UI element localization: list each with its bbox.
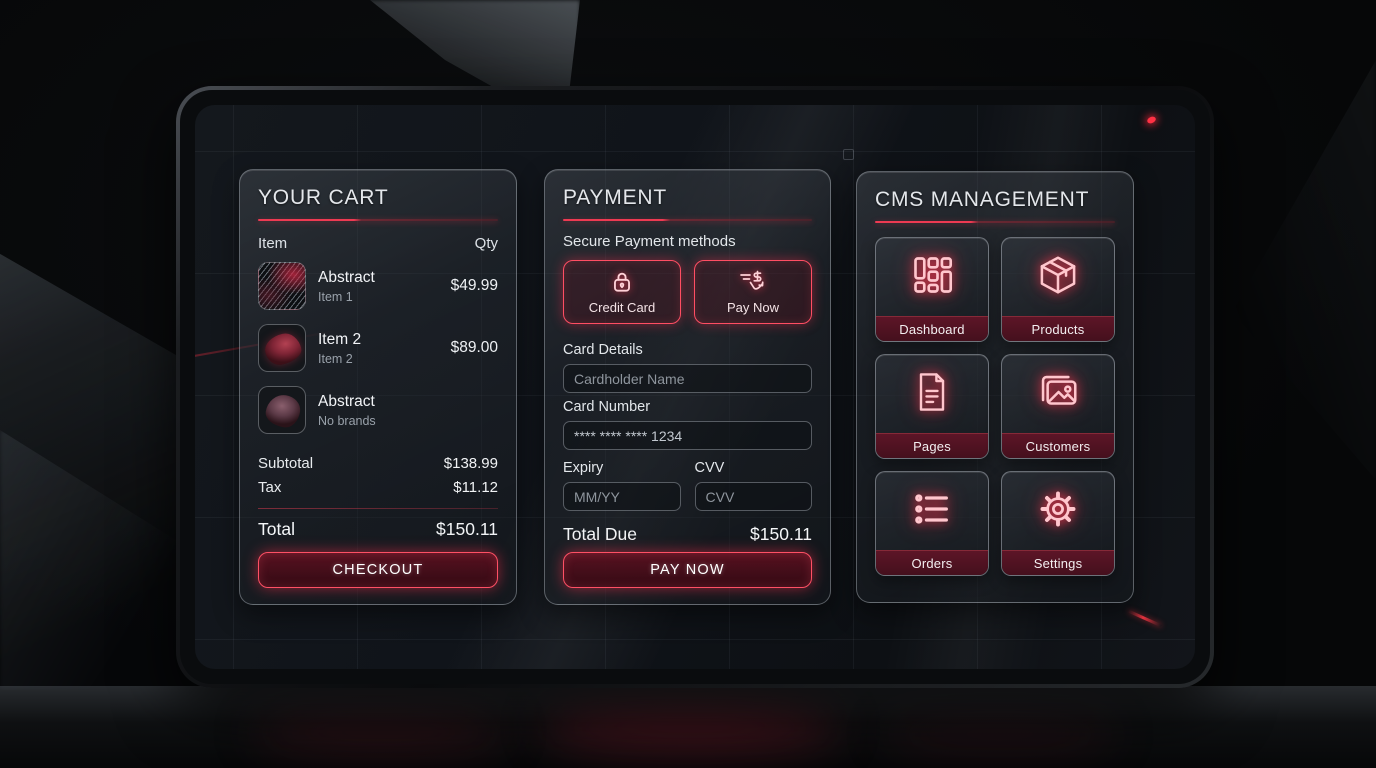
red-reflection-glow [250, 712, 510, 752]
tile-label: Orders [876, 550, 988, 575]
tax-row: Tax $11.12 [258, 479, 498, 496]
item-name: Item 2 [318, 330, 362, 348]
title-underline [258, 219, 498, 221]
total-value: $150.11 [436, 519, 498, 539]
tablet-device: YOUR CART Item Qty Abstract Item 1 $49.9… [176, 86, 1214, 688]
cart-title: YOUR CART [258, 186, 389, 209]
subtotal-value: $138.99 [443, 455, 498, 472]
tile-pages[interactable]: Pages [875, 354, 989, 459]
tile-products[interactable]: Products [1001, 237, 1115, 342]
orders-list-icon [910, 487, 954, 536]
background-shape-right-wedge [1232, 60, 1376, 480]
customers-photos-icon [1035, 369, 1081, 420]
cart-col-qty: Qty [474, 235, 498, 252]
cart-col-item: Item [258, 235, 288, 252]
item-subtitle: Item 2 [318, 351, 353, 366]
tile-orders[interactable]: Orders [875, 471, 989, 576]
expiry-label: Expiry [563, 460, 604, 476]
total-due-value: $150.11 [750, 524, 812, 544]
title-underline [563, 219, 812, 221]
cart-item-row: Abstract No brands [258, 386, 498, 434]
title-underline [875, 221, 1115, 223]
item-subtitle: Item 1 [318, 289, 353, 304]
lock-icon [609, 269, 635, 295]
pay-now-method-button[interactable]: Pay Now [694, 260, 812, 324]
tile-dashboard[interactable]: Dashboard [875, 237, 989, 342]
settings-gear-icon [1035, 486, 1081, 537]
checkout-button[interactable]: CHECKOUT [258, 552, 498, 588]
payment-methods: Credit Card [563, 260, 812, 324]
cms-tile-grid: Dashboard [875, 237, 1115, 576]
tile-label: Settings [1002, 550, 1114, 575]
tile-settings[interactable]: Settings [1001, 471, 1115, 576]
cvv-input[interactable] [694, 482, 812, 511]
product-thumbnail [258, 324, 306, 372]
cart-panel: YOUR CART Item Qty Abstract Item 1 $49.9… [239, 169, 517, 605]
tile-customers[interactable]: Customers [1001, 354, 1115, 459]
subtotal-row: Subtotal $138.99 [258, 455, 498, 472]
total-label: Total [258, 519, 295, 539]
tax-value: $11.12 [453, 479, 498, 496]
tax-label: Tax [258, 479, 282, 496]
tile-label: Pages [876, 433, 988, 458]
method-label: Pay Now [726, 300, 780, 315]
tile-label: Customers [1002, 433, 1114, 458]
subtotal-label: Subtotal [258, 455, 314, 472]
cms-panel: CMS MANAGEMENT [856, 171, 1134, 603]
tile-label: Products [1002, 316, 1114, 341]
product-thumbnail [258, 386, 306, 434]
dashboard-icon [910, 253, 954, 302]
item-name: Abstract [318, 392, 375, 410]
tablet-screen: YOUR CART Item Qty Abstract Item 1 $49.9… [195, 105, 1195, 669]
total-row: Total $150.11 [258, 519, 498, 540]
square-glyph [843, 149, 854, 160]
card-number-label: Card Number [563, 399, 651, 415]
card-number-input[interactable] [563, 421, 812, 450]
total-due-label: Total Due [563, 524, 637, 544]
tablet-bezel: YOUR CART Item Qty Abstract Item 1 $49.9… [180, 90, 1210, 684]
red-reflection-glow [880, 716, 1120, 752]
cvv-label: CVV [694, 460, 725, 476]
total-due-row: Total Due $150.11 [563, 524, 812, 545]
floor-reflection [0, 686, 1376, 768]
cart-column-headers: Item Qty [258, 235, 498, 252]
method-label: Credit Card [588, 300, 656, 315]
products-box-icon [1035, 252, 1081, 303]
pay-now-button[interactable]: PAY NOW [563, 552, 812, 588]
total-divider [258, 508, 498, 509]
item-name: Abstract [318, 268, 375, 286]
payment-title: PAYMENT [563, 186, 667, 209]
tile-label: Dashboard [876, 316, 988, 341]
cart-item-row: Item 2 Item 2 $89.00 [258, 324, 498, 372]
cms-title: CMS MANAGEMENT [875, 188, 1090, 211]
payment-panel: PAYMENT Secure Payment methods [544, 169, 831, 605]
item-subtitle: No brands [318, 413, 376, 428]
red-reflection-glow [540, 704, 840, 750]
secure-methods-label: Secure Payment methods [563, 233, 736, 250]
item-price: $49.99 [450, 277, 498, 294]
instant-pay-icon [737, 269, 769, 295]
cardholder-input[interactable] [563, 364, 812, 393]
cart-item-row: Abstract Item 1 $49.99 [258, 262, 498, 310]
pages-document-icon [910, 370, 954, 419]
credit-card-method-button[interactable]: Credit Card [563, 260, 681, 324]
item-price: $89.00 [450, 339, 498, 356]
card-details-label: Card Details [563, 342, 643, 358]
product-thumbnail [258, 262, 306, 310]
expiry-input[interactable] [563, 482, 681, 511]
